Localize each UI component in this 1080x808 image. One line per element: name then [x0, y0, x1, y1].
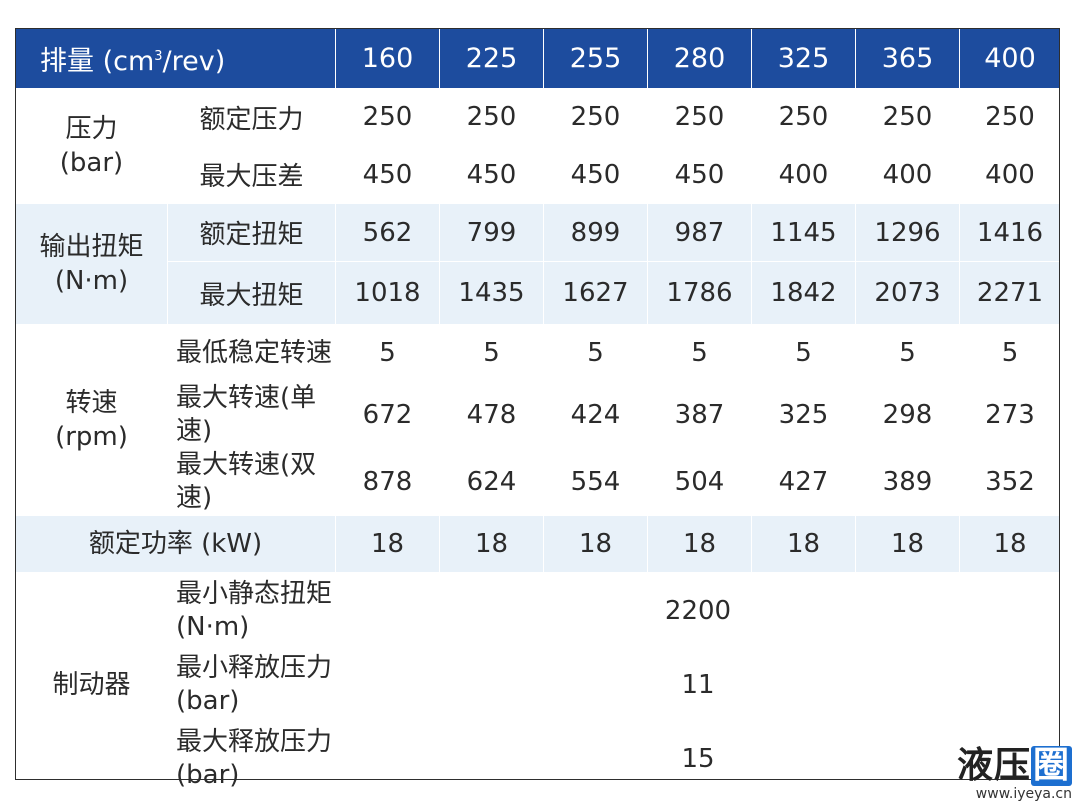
table-row: 制动器 最小静态扭矩 (N·m) 2200 [15, 572, 1061, 797]
table-cell: 1435 [439, 261, 544, 325]
table-cell: 2271 [959, 261, 1061, 325]
table-cell: 478 [439, 381, 544, 449]
table-row: 输出扭矩 (N·m) 额定扭矩 562 799 899 987 1145 1296… [15, 203, 1061, 325]
table-cell: 424 [543, 381, 648, 449]
table-cell: 624 [439, 448, 544, 516]
table-cell: 389 [855, 448, 960, 516]
table-cell: 1786 [647, 261, 752, 325]
table-row: 压力 (bar) 额定压力 250 250 250 250 250 250 250 [15, 88, 1061, 204]
min-release-pressure-label: 最小释放压力 (bar) [167, 648, 336, 721]
table-cell: 15 [335, 720, 1061, 797]
table-row: 额定功率 (kW) 18 18 18 18 18 18 18 [15, 515, 1061, 573]
table-cell: 5 [959, 324, 1061, 382]
table-cell: 18 [647, 515, 752, 573]
max-torque-label: 最大扭矩 [167, 261, 336, 325]
table-cell: 250 [647, 88, 752, 146]
max-speed-dual-label: 最大转速(双速) [167, 448, 336, 516]
table-cell: 5 [335, 324, 440, 382]
table-cell: 5 [543, 324, 648, 382]
table-cell: 250 [335, 88, 440, 146]
max-release-pressure-label: 最大释放压力 (bar) [167, 720, 336, 797]
displacement-400: 400 [959, 28, 1061, 89]
watermark-url: www.iyeya.cn [975, 786, 1072, 802]
table-cell: 450 [647, 145, 752, 204]
table-cell: 672 [335, 381, 440, 449]
table-cell: 18 [959, 515, 1061, 573]
watermark-mark: 圈 [1030, 745, 1072, 786]
table-cell: 554 [543, 448, 648, 516]
table-cell: 250 [439, 88, 544, 146]
table-cell: 250 [543, 88, 648, 146]
table-cell: 11 [335, 648, 1061, 721]
table-row: 转速 (rpm) 最低稳定转速 5 5 5 5 5 5 5 [15, 324, 1061, 516]
displacement-header-label: 排量 (cm3/rev) [15, 28, 336, 89]
displacement-365: 365 [855, 28, 960, 89]
table-cell: 250 [855, 88, 960, 146]
table-row: 最大转速(双速) 878 624 554 504 427 389 352 [16, 448, 1061, 516]
table-cell: 450 [335, 145, 440, 204]
table-row: 最大扭矩 1018 1435 1627 1786 1842 2073 2271 [16, 261, 1061, 325]
table-cell: 5 [647, 324, 752, 382]
table-cell: 18 [439, 515, 544, 573]
watermark-brand: 液压 [956, 745, 1031, 786]
table-cell: 450 [543, 145, 648, 204]
table-cell: 298 [855, 381, 960, 449]
table-cell: 1416 [959, 203, 1061, 262]
displacement-280: 280 [647, 28, 752, 89]
table-cell: 427 [751, 448, 856, 516]
table-cell: 250 [959, 88, 1061, 146]
displacement-255: 255 [543, 28, 648, 89]
table-row: 最大转速(单速) 672 478 424 387 325 298 273 [16, 381, 1061, 449]
displacement-225: 225 [439, 28, 544, 89]
table-cell: 1842 [751, 261, 856, 325]
table-cell: 387 [647, 381, 752, 449]
table-cell: 450 [439, 145, 544, 204]
table-cell: 987 [647, 203, 752, 262]
table-cell: 400 [855, 145, 960, 204]
spec-table: 排量 (cm3/rev) 160 225 255 280 325 365 400… [15, 28, 1061, 797]
table-row: 最小释放压力 (bar) 11 [16, 648, 1061, 721]
table-cell: 400 [959, 145, 1061, 204]
min-stable-speed-label: 最低稳定转速 [167, 324, 336, 382]
table-cell: 899 [543, 203, 648, 262]
rated-pressure-label: 额定压力 [167, 88, 336, 146]
watermark-logo: 液压圈 www.iyeya.cn [957, 746, 1072, 802]
table-cell: 878 [335, 448, 440, 516]
table-cell: 325 [751, 381, 856, 449]
table-cell: 799 [439, 203, 544, 262]
table-cell: 504 [647, 448, 752, 516]
max-speed-single-label: 最大转速(单速) [167, 381, 336, 449]
table-cell: 2200 [335, 572, 1061, 649]
header-row: 排量 (cm3/rev) 160 225 255 280 325 365 400 [15, 28, 1061, 89]
table-cell: 562 [335, 203, 440, 262]
max-pressure-diff-label: 最大压差 [167, 145, 336, 204]
table-cell: 400 [751, 145, 856, 204]
table-cell: 1296 [855, 203, 960, 262]
table-cell: 5 [439, 324, 544, 382]
table-cell: 1018 [335, 261, 440, 325]
rated-torque-label: 额定扭矩 [167, 203, 336, 262]
table-cell: 2073 [855, 261, 960, 325]
table-cell: 273 [959, 381, 1061, 449]
table-cell: 1145 [751, 203, 856, 262]
pressure-group-label: 压力 (bar) [15, 88, 168, 204]
torque-group-label: 输出扭矩 (N·m) [15, 203, 168, 325]
brake-group-label: 制动器 [15, 572, 168, 797]
displacement-325: 325 [751, 28, 856, 89]
speed-group-label: 转速 (rpm) [15, 324, 168, 516]
table-row: 最大压差 450 450 450 450 400 400 400 [16, 145, 1061, 204]
table-row: 最大释放压力 (bar) 15 [16, 720, 1061, 797]
table-cell: 18 [335, 515, 440, 573]
displacement-160: 160 [335, 28, 440, 89]
table-cell: 5 [855, 324, 960, 382]
table-cell: 1627 [543, 261, 648, 325]
table-cell: 250 [751, 88, 856, 146]
table-cell: 18 [751, 515, 856, 573]
table-cell: 18 [855, 515, 960, 573]
rated-power-label: 额定功率 (kW) [15, 515, 336, 573]
min-static-torque-label: 最小静态扭矩 (N·m) [167, 572, 336, 649]
table-cell: 18 [543, 515, 648, 573]
table-cell: 352 [959, 448, 1061, 516]
table-cell: 5 [751, 324, 856, 382]
